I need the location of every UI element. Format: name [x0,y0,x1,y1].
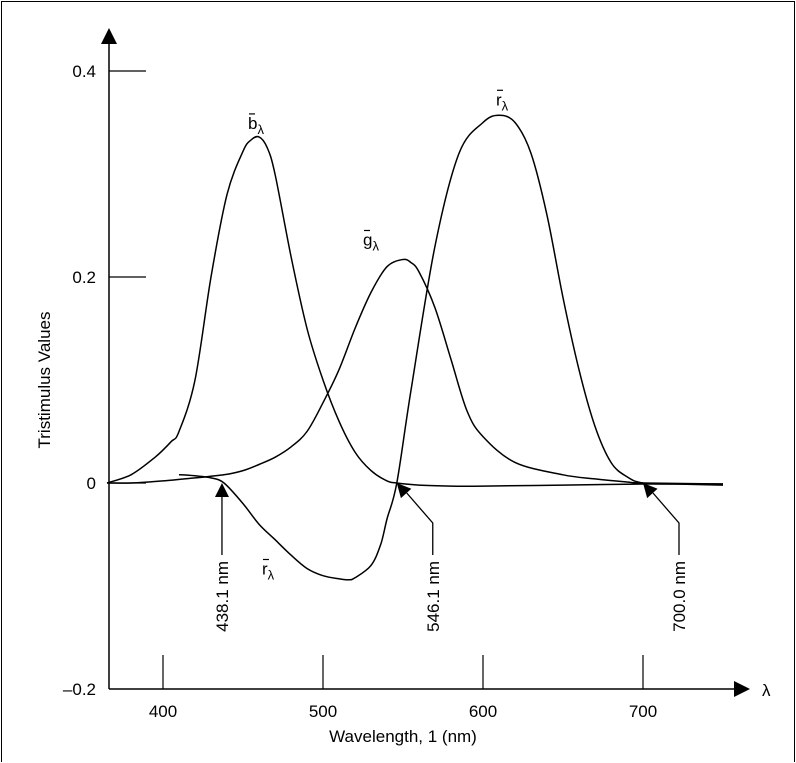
series-label-g: gλ [363,229,379,253]
frame-edge-right [794,1,795,762]
y-tick-label: 0.4 [72,62,96,81]
series-label-r: rλ [496,89,509,113]
annotation-label: 438.1 nm [213,561,232,632]
frame-edge-top [1,1,795,2]
annotation-2: 700.0 nm [643,483,689,632]
x-tick-label: 600 [469,702,497,721]
annotation-pointer [406,492,434,555]
annotation-arrow-icon [214,483,229,497]
y-axis-label: Tristimulus Values [35,312,54,449]
ticks: –0.2 0 0.2 0.4 400 500 600 700 [63,62,657,721]
series-label-b: bλ [248,113,264,137]
y-tick-label: –0.2 [63,680,96,699]
series-label-r-negative-text: rλ [262,559,275,582]
series-line-b [106,135,724,487]
series-label-r-text: rλ [496,90,509,113]
series-labels: bλ gλ rλ rλ [248,89,509,582]
annotation-arrow-icon [396,483,412,499]
series-line-r [178,114,724,581]
x-axis-label: Wavelength, 1 (nm) [329,727,477,746]
x-axis-symbol: λ [762,681,771,700]
annotation-0: 438.1 nm [213,483,232,632]
annotation-label: 546.1 nm [424,561,443,632]
annotation-1: 546.1 nm [396,483,443,632]
series-label-b-text: bλ [248,114,264,137]
x-axis-arrow-icon [734,681,750,697]
y-tick-label: 0.2 [72,268,96,287]
series-line-g [106,258,724,485]
series-label-r-negative: rλ [262,558,275,582]
frame-edge-left [1,1,2,762]
annotation-label: 700.0 nm [670,561,689,632]
x-tick-label: 400 [149,702,177,721]
annotation-pointer [652,492,680,555]
x-tick-label: 500 [309,702,337,721]
axes [101,28,750,697]
y-axis-arrow-icon [101,28,117,44]
series-label-g-text: gλ [363,230,379,253]
annotations: 438.1 nm 546.1 nm 700.0 nm [213,483,689,632]
curves [106,114,724,581]
x-tick-label: 700 [629,702,657,721]
annotation-arrow-icon [643,483,658,499]
y-tick-label: 0 [87,474,96,493]
